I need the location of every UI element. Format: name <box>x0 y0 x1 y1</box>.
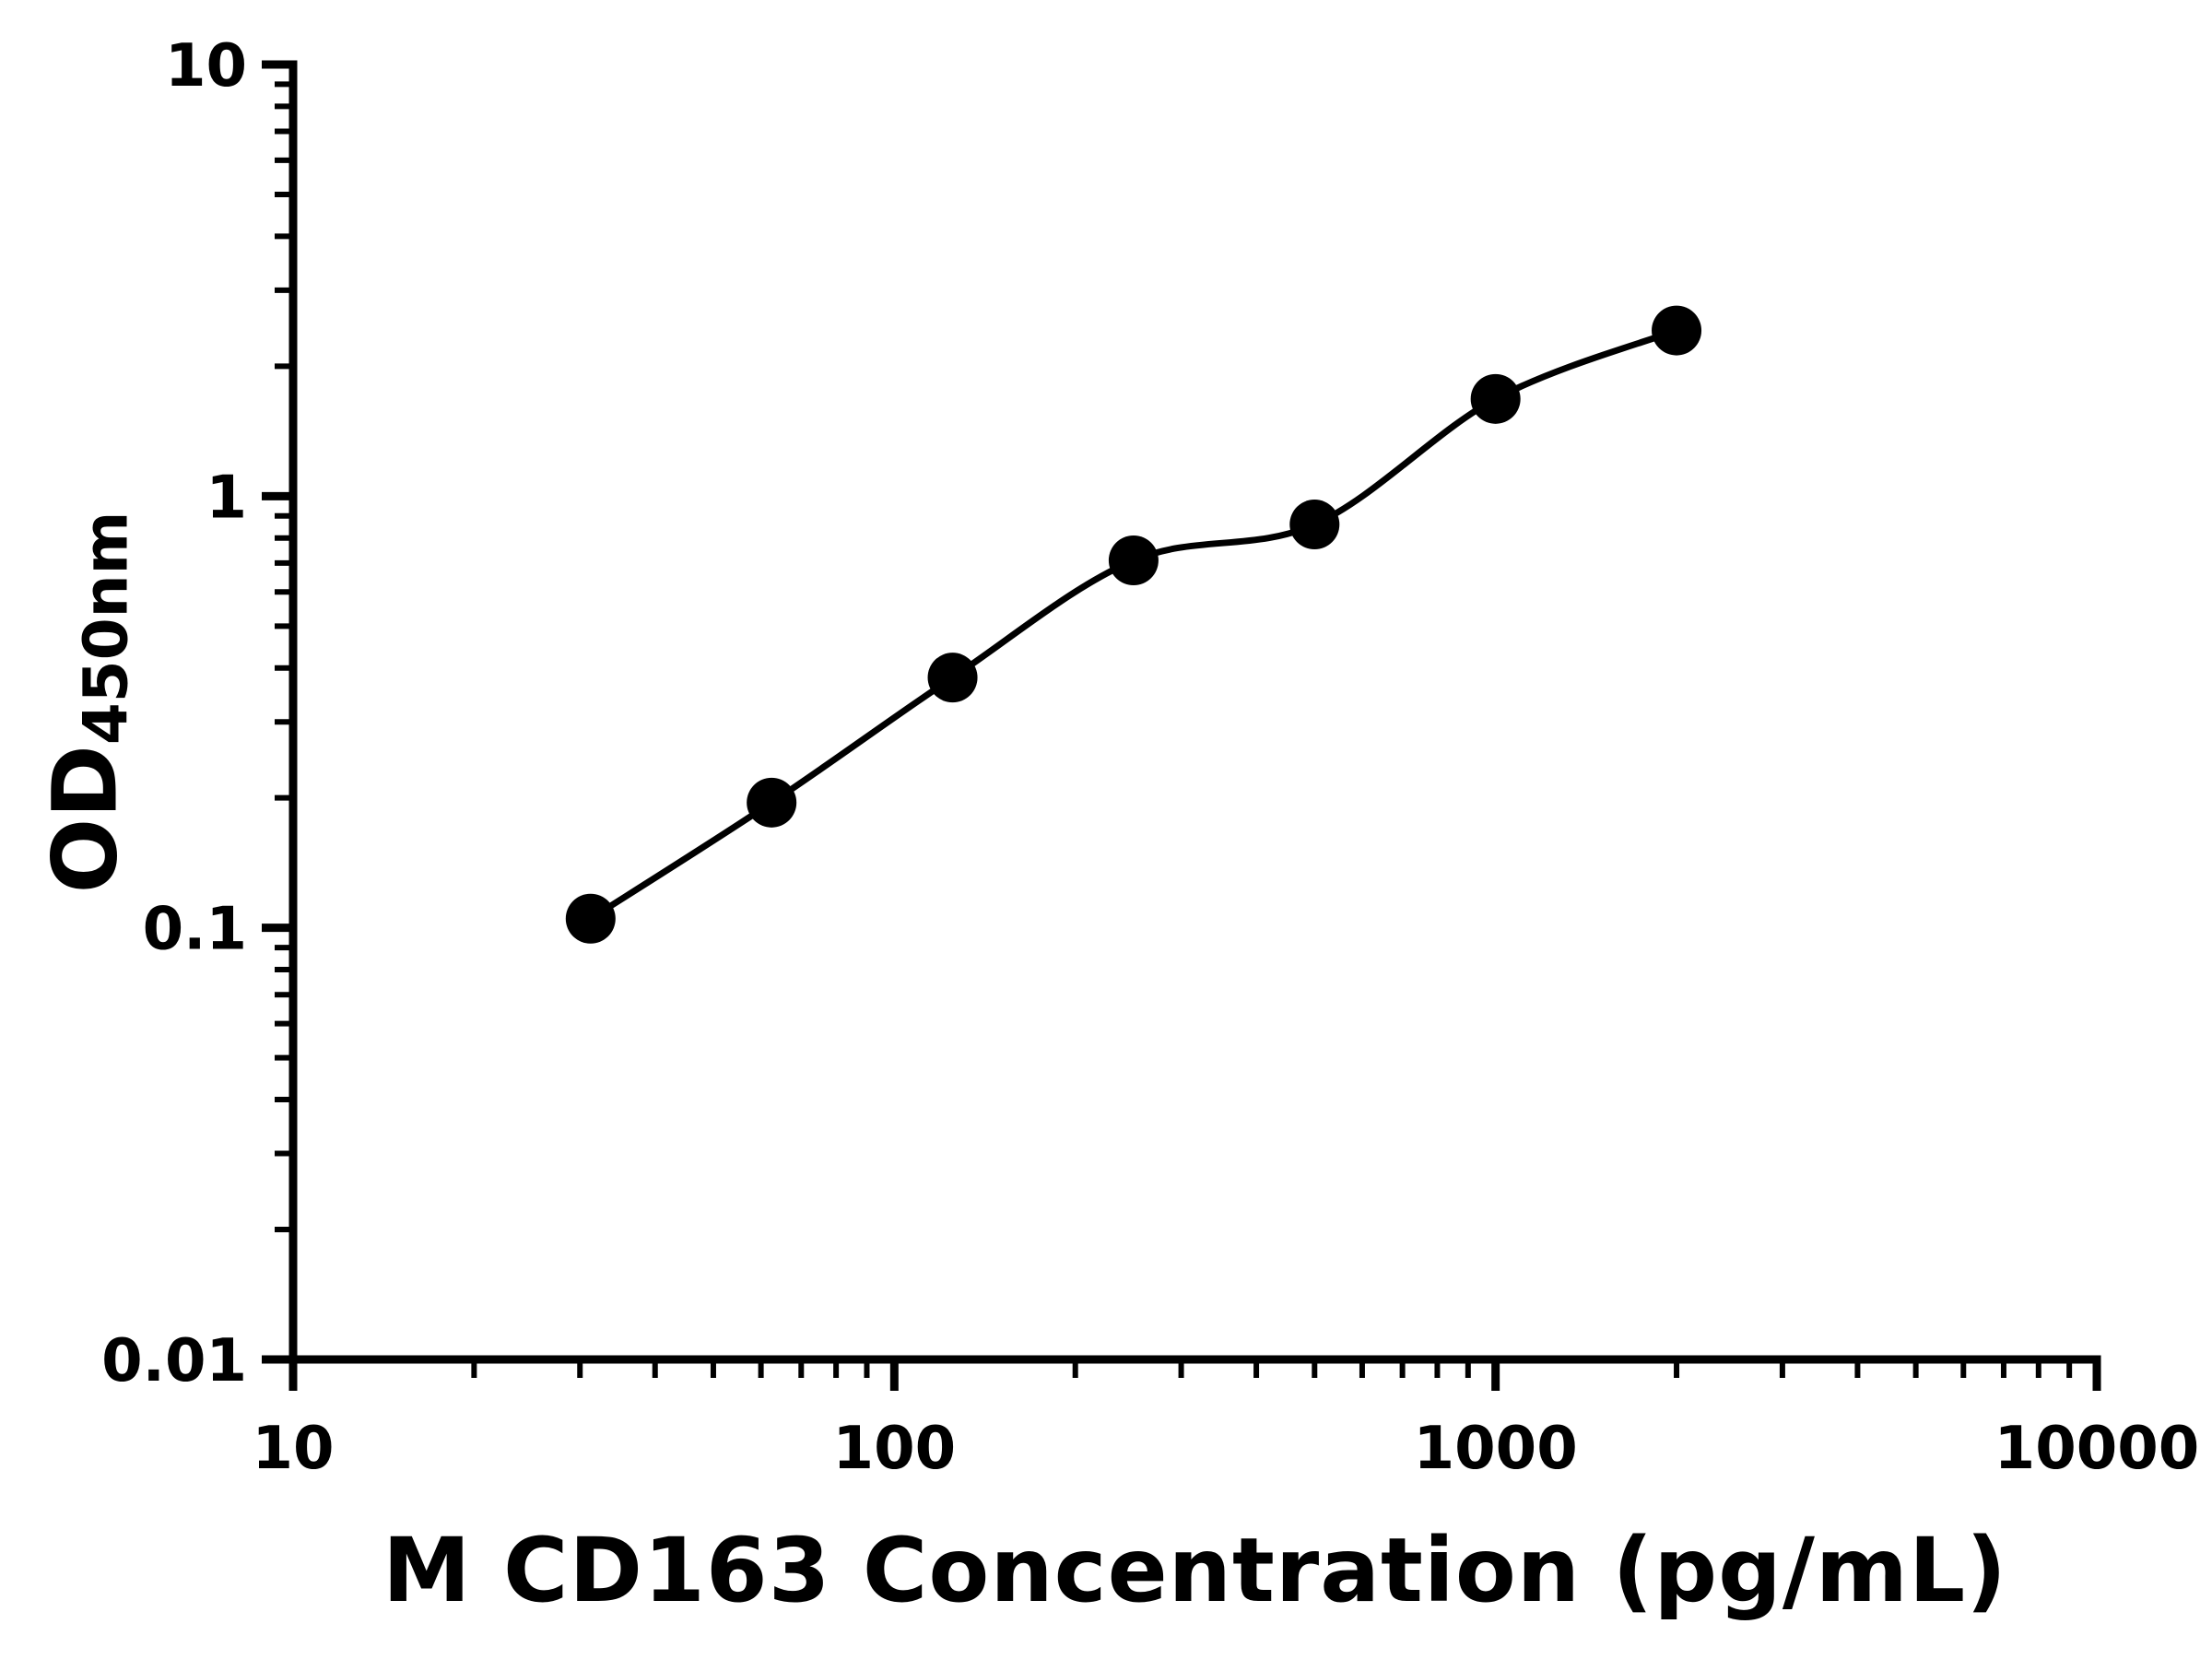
y-tick-label: 1 <box>206 464 247 532</box>
data-point <box>565 893 616 944</box>
x-tick-label: 1000 <box>1414 1415 1578 1483</box>
x-tick-label: 10 <box>252 1415 334 1483</box>
fit-curve <box>587 327 1680 923</box>
x-axis-title: M CD163 Concentration (pg/mL) <box>382 1519 2007 1622</box>
data-point <box>1108 535 1159 585</box>
y-axis-title-main: OD <box>33 745 137 894</box>
x-tick-label: 10000 <box>1994 1415 2200 1483</box>
y-tick-label: 0.01 <box>101 1327 247 1395</box>
axes-lines <box>288 60 2101 1364</box>
data-point <box>1470 373 1521 424</box>
y-axis-title: OD450nm <box>34 512 142 894</box>
data-point <box>927 653 978 703</box>
data-point <box>1289 500 1340 550</box>
y-axis-title-subscript: 450nm <box>70 511 142 746</box>
data-point <box>1652 305 1702 356</box>
x-tick-label: 100 <box>833 1415 957 1483</box>
data-point <box>747 777 797 828</box>
y-tick-label: 0.1 <box>143 896 247 964</box>
y-tick-label: 10 <box>165 32 247 100</box>
